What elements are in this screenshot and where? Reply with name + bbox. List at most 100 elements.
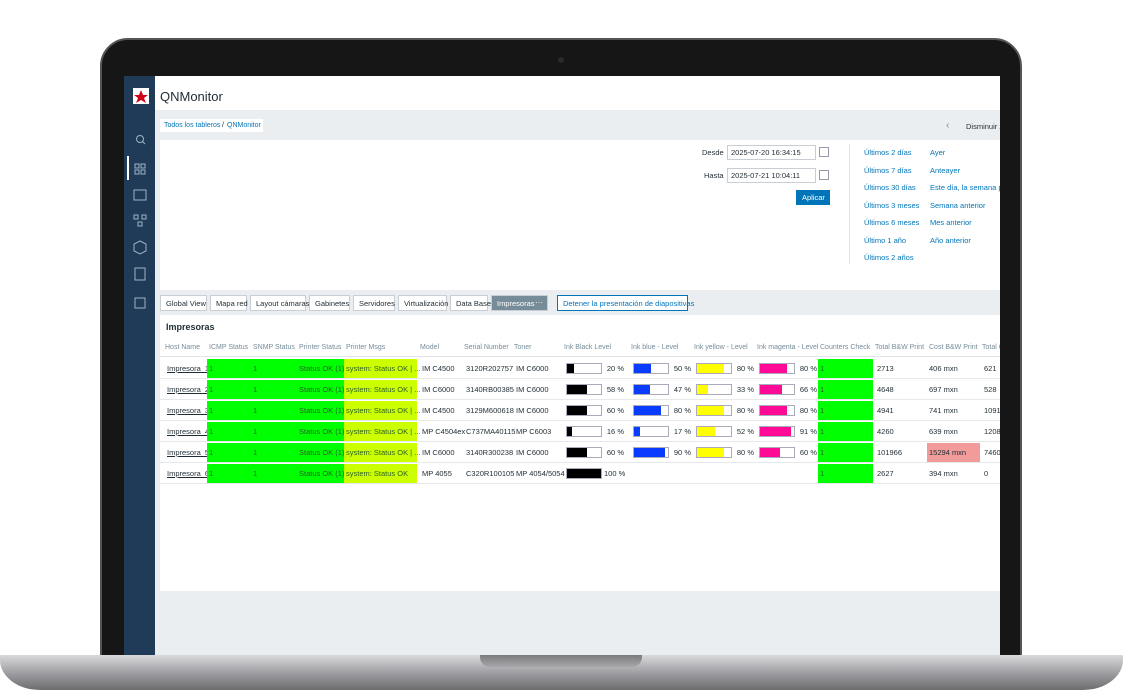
logo-star <box>134 90 148 103</box>
cell-background <box>818 380 873 399</box>
cell-background <box>818 422 873 441</box>
cell-background <box>818 401 873 420</box>
cell-text: 3140RB00385 <box>466 385 514 394</box>
quick-range[interactable]: Ayer <box>930 148 946 157</box>
quick-range[interactable]: Último 1 año <box>864 235 907 245</box>
cell-text: 4648 <box>877 385 894 394</box>
apply-button[interactable] <box>796 190 830 205</box>
host-link[interactable]: Impresora_2 <box>167 385 210 394</box>
tab[interactable] <box>398 295 447 311</box>
cell-text: system: Status OK | ... <box>346 385 421 394</box>
tab-label: Virtualización <box>404 299 449 308</box>
cell-text: 2713 <box>877 364 894 373</box>
column-header: Ink yellow - Level <box>694 344 748 351</box>
tab[interactable] <box>450 295 488 311</box>
tab[interactable] <box>353 295 395 311</box>
to-input[interactable] <box>727 168 816 183</box>
stop-slideshow[interactable] <box>557 295 688 311</box>
apply-label: Aplicar <box>802 193 825 202</box>
cell-text: IM C6000 <box>516 385 549 394</box>
zoom-button[interactable]: Disminuir z <box>966 122 1000 131</box>
ink-bar <box>760 385 783 394</box>
tab[interactable] <box>160 295 207 311</box>
cell-background <box>251 401 297 420</box>
ink-bar <box>634 448 665 457</box>
ink-bar-frame <box>633 363 669 374</box>
cell-background <box>251 422 297 441</box>
column-header: Counters Check <box>820 344 871 351</box>
column-header: Total C <box>982 344 1000 351</box>
cell-text: 1 <box>820 448 825 457</box>
ink-label: 100 % <box>604 469 626 478</box>
breadcrumb-root[interactable]: Todos los tableros <box>164 122 221 129</box>
ink-label: 80 % <box>736 406 754 415</box>
ink-label: 58 % <box>606 385 624 394</box>
quick-range[interactable]: Últimos 3 meses <box>864 200 920 210</box>
zoom-arrow[interactable]: ‹ <box>946 120 950 131</box>
cell-background <box>207 401 251 420</box>
ink-bar <box>567 448 588 457</box>
host-link[interactable]: Impresora_4 <box>167 427 210 436</box>
host-link[interactable]: Impresora_1 <box>167 364 210 373</box>
quick-range[interactable]: Semana anterior <box>930 200 986 210</box>
cell-text: 1 <box>820 406 825 415</box>
cell-text: IM C6000 <box>422 385 455 394</box>
host-link[interactable]: Impresora_6 <box>167 469 210 478</box>
tab[interactable] <box>210 295 247 311</box>
ink-label: 80 % <box>799 406 817 415</box>
quick-range[interactable]: Últimos 6 meses <box>864 218 920 227</box>
column-header: Host Name <box>165 344 201 351</box>
cell-text: 4260 <box>877 427 894 436</box>
ink-bar-frame <box>696 384 732 395</box>
quick-range[interactable]: Este día, la semana pas <box>930 183 1000 192</box>
cell-text: 1 <box>209 469 214 478</box>
ink-bar-frame <box>566 363 602 374</box>
quick-range[interactable]: Anteayer <box>930 165 961 175</box>
cell-text: 74603 <box>984 448 1000 457</box>
ink-bar <box>567 469 601 478</box>
host-link[interactable]: Impresora_5 <box>167 448 210 457</box>
cell-text: 1 <box>209 406 214 415</box>
ink-bar <box>634 427 640 436</box>
cell-text: system: Status OK | ... <box>346 364 421 373</box>
cell-background <box>251 359 297 378</box>
cell-text: 1 <box>209 385 214 394</box>
sidebar-icons <box>127 88 149 309</box>
quick-range[interactable]: Últimos 2 años <box>864 253 914 262</box>
quick-range[interactable]: Últimos 30 días <box>864 183 916 192</box>
quick-range[interactable]: Mes anterior <box>930 218 972 227</box>
tab[interactable] <box>250 295 306 311</box>
from-calendar[interactable] <box>819 147 829 157</box>
tab[interactable] <box>309 295 350 311</box>
host-link[interactable]: Impresora_3 <box>167 406 210 415</box>
cell-background <box>297 380 344 399</box>
stop-slideshow-label: Detener la presentación de diapositivas <box>563 299 695 308</box>
breadcrumb-separator: / <box>222 122 224 129</box>
row-line <box>160 483 1000 484</box>
quick-range[interactable]: Últimos 2 días <box>864 148 912 157</box>
ink-bar <box>634 364 651 373</box>
ink-bar-frame <box>633 426 669 437</box>
from-input[interactable] <box>727 145 816 160</box>
breadcrumb-current[interactable]: QNMonitor <box>227 122 261 129</box>
tab[interactable] <box>491 295 548 311</box>
cell-text: IM C6000 <box>516 406 549 415</box>
ink-bar-frame <box>566 426 602 437</box>
cell-text: IM C6000 <box>516 448 549 457</box>
tab-more[interactable]: ··· <box>535 298 543 307</box>
to-calendar[interactable] <box>819 170 829 180</box>
quick-range[interactable]: Año anterior <box>930 235 971 245</box>
cell-text: 1 <box>253 469 258 478</box>
cell-background <box>207 443 251 462</box>
row-line <box>160 378 1000 379</box>
ink-label: 60 % <box>799 448 817 457</box>
cell-text: 1 <box>820 427 825 436</box>
header <box>155 76 1000 110</box>
cell-background <box>344 359 417 378</box>
quick-range[interactable]: Últimos 7 días <box>864 165 912 175</box>
column-header: Ink magenta - Level <box>757 344 819 351</box>
from-label: Desde <box>702 148 724 157</box>
cell-text: Status OK (1) <box>299 406 345 415</box>
filter-panel <box>160 140 1000 290</box>
